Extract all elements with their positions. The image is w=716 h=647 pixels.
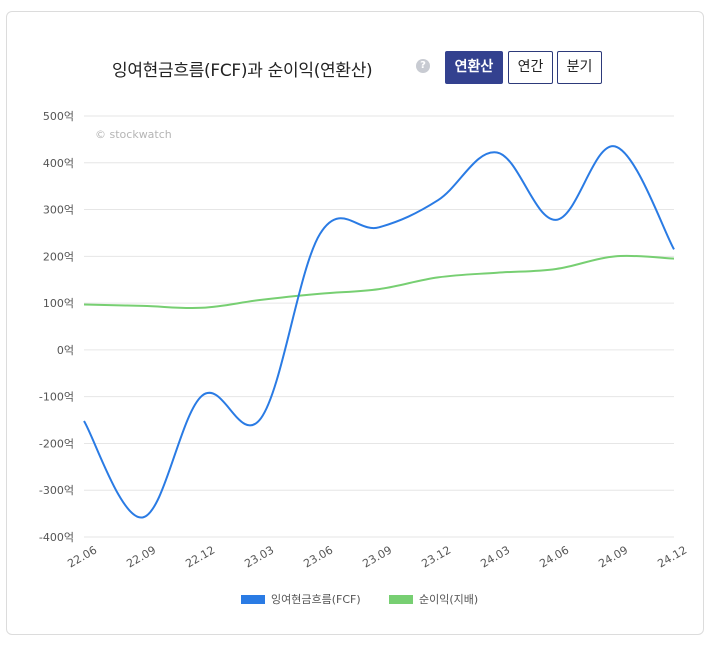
x-tick-label: 24.09	[596, 543, 630, 570]
series-lines	[83, 145, 675, 519]
x-tick-label: 23.12	[419, 543, 453, 570]
x-axis-ticks: 22.06 22.09 22.12 23.03 23.06 23.09 23.12 24.03…	[65, 543, 689, 570]
y-tick-label: 300억	[43, 204, 74, 217]
x-tick-label: 24.12	[655, 543, 689, 570]
x-tick-label: 22.12	[183, 543, 217, 570]
legend: 잉여현금흐름(FCF) 순이익(지배)	[0, 592, 716, 610]
x-tick-label: 24.06	[537, 543, 571, 570]
y-tick-label: 400억	[43, 157, 74, 170]
grid-lines	[84, 115, 674, 538]
legend-label-fcf: 잉여현금흐름(FCF)	[271, 593, 361, 606]
y-tick-label: 100억	[43, 297, 74, 310]
series-line-fcf	[83, 145, 675, 519]
legend-swatch-fcf	[241, 594, 265, 604]
watermark-text: © stockwatch	[95, 128, 172, 141]
x-tick-label: 23.09	[360, 543, 394, 570]
legend-item-fcf[interactable]: 잉여현금흐름(FCF)	[241, 592, 361, 608]
annualized-button[interactable]: 연환산	[445, 51, 503, 84]
y-tick-label: -400억	[39, 531, 74, 544]
chart-header: 잉여현금흐름(FCF)과 순이익(연환산) ? 연환산 연간 분기	[0, 50, 716, 90]
y-tick-label: -200억	[39, 437, 74, 450]
y-axis-ticks: 500억 400억 300억 200억 100억 0억 -100억 -200억 -300억 -40…	[39, 110, 74, 544]
help-icon[interactable]: ?	[416, 59, 430, 73]
x-tick-label: 23.06	[301, 543, 335, 570]
x-tick-label: 23.03	[242, 543, 276, 570]
x-tick-label: 22.09	[124, 543, 158, 570]
series-line-net-income	[83, 254, 675, 310]
legend-item-net-income[interactable]: 순이익(지배)	[389, 592, 478, 608]
chart-title: 잉여현금흐름(FCF)과 순이익(연환산)	[112, 61, 373, 81]
legend-label-net-income: 순이익(지배)	[419, 593, 479, 606]
x-tick-label: 24.03	[478, 543, 512, 570]
annual-button[interactable]: 연간	[508, 51, 553, 84]
quarterly-button[interactable]: 분기	[557, 51, 602, 84]
y-tick-label: -100억	[39, 391, 74, 404]
legend-swatch-net-income	[389, 594, 413, 604]
y-tick-label: 0억	[57, 344, 74, 357]
y-tick-label: -300억	[39, 484, 74, 497]
y-tick-label: 500억	[43, 110, 74, 123]
x-tick-label: 22.06	[65, 543, 99, 570]
y-tick-label: 200억	[43, 250, 74, 263]
chart-card	[6, 11, 704, 635]
